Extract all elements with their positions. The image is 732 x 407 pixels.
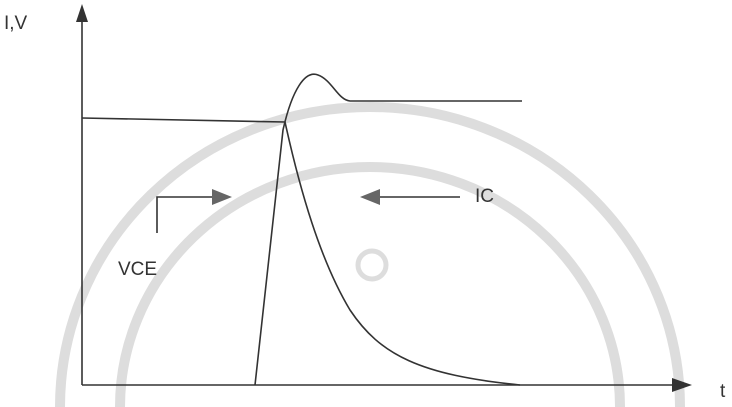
diagram: I,V t VCE IC: [0, 0, 732, 407]
watermark: [60, 107, 680, 407]
watermark-arc: [60, 107, 680, 407]
vce-label: VCE: [118, 259, 157, 280]
watermark-sun: [358, 251, 386, 279]
ic-arrow-head: [360, 189, 380, 205]
ic-arrow: [360, 189, 460, 205]
watermark-arc: [120, 167, 620, 407]
y-axis-label: I,V: [4, 13, 28, 34]
y-axis-arrow: [76, 4, 88, 22]
vce-arrow-head: [212, 189, 232, 205]
x-axis-label: t: [720, 381, 726, 402]
axes: [76, 4, 692, 392]
ic-label: IC: [475, 186, 494, 207]
ic-curve: [82, 118, 520, 385]
